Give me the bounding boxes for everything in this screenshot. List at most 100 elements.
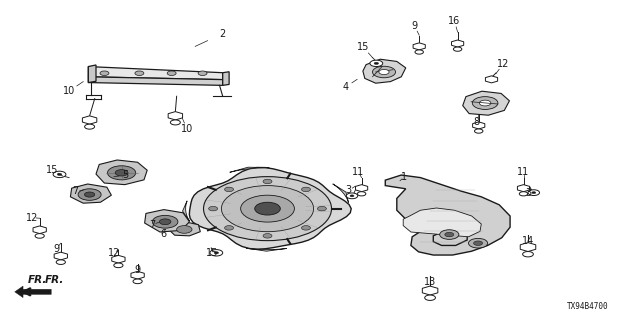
Circle shape [198,71,207,76]
Polygon shape [33,226,46,234]
Circle shape [346,193,358,199]
Circle shape [425,295,435,300]
Text: 9: 9 [134,265,141,276]
Circle shape [523,252,533,257]
Polygon shape [403,208,481,237]
Polygon shape [131,271,144,279]
Polygon shape [15,286,51,298]
Polygon shape [112,255,125,263]
Circle shape [159,219,171,225]
Text: 7: 7 [72,186,79,196]
Polygon shape [223,72,229,85]
Text: FR.: FR. [45,275,64,285]
Circle shape [468,238,488,248]
Circle shape [374,62,379,65]
Circle shape [170,120,180,125]
Circle shape [135,71,144,76]
Circle shape [225,226,234,230]
Circle shape [379,69,389,75]
Polygon shape [54,252,67,260]
Text: 12: 12 [26,212,38,223]
Circle shape [301,226,310,230]
Polygon shape [355,185,368,192]
Circle shape [152,215,178,228]
Text: 12: 12 [497,59,509,69]
Circle shape [209,206,218,211]
Circle shape [167,71,176,76]
Circle shape [263,179,272,184]
Text: 13: 13 [424,277,436,287]
Circle shape [53,171,66,178]
Polygon shape [246,248,287,251]
Text: 9: 9 [412,21,418,31]
Text: 4: 4 [342,82,349,92]
Circle shape [114,263,123,268]
Circle shape [372,66,396,78]
Circle shape [474,129,483,133]
Text: 5: 5 [122,170,129,180]
Polygon shape [451,40,464,47]
Circle shape [350,195,354,197]
Circle shape [58,173,61,175]
Circle shape [445,232,454,237]
Polygon shape [88,67,223,80]
Circle shape [532,192,536,194]
Circle shape [133,279,142,284]
Circle shape [214,252,219,254]
Polygon shape [88,65,96,83]
Text: 11: 11 [352,167,365,177]
Circle shape [177,226,192,233]
Polygon shape [189,167,351,249]
Text: TX94B4700: TX94B4700 [566,302,609,311]
Circle shape [415,50,424,54]
Text: 8: 8 [474,117,480,127]
Text: 9: 9 [53,244,60,254]
Polygon shape [363,59,406,83]
Circle shape [453,47,462,51]
Text: 15: 15 [206,248,219,259]
Polygon shape [472,122,485,129]
Circle shape [56,260,65,264]
Polygon shape [422,286,438,295]
Circle shape [301,187,310,192]
Polygon shape [517,185,530,192]
Text: 11: 11 [517,167,530,177]
Text: 3: 3 [346,185,352,196]
Circle shape [357,192,366,196]
Circle shape [263,234,272,238]
Polygon shape [145,210,189,232]
Circle shape [84,124,95,129]
Circle shape [255,202,280,215]
Circle shape [479,100,491,106]
Polygon shape [88,77,223,85]
Text: FR.: FR. [28,276,47,285]
Polygon shape [83,116,97,124]
Text: 10: 10 [180,124,193,134]
Text: 16: 16 [448,16,461,26]
Text: 10: 10 [63,86,76,96]
Text: 12: 12 [108,248,120,259]
Polygon shape [230,167,269,172]
Polygon shape [485,76,498,83]
Circle shape [115,170,128,176]
Text: 15: 15 [46,165,59,175]
Circle shape [241,195,294,222]
Text: 6: 6 [160,229,166,239]
Circle shape [204,177,332,241]
Polygon shape [182,201,189,221]
Circle shape [100,71,109,76]
Circle shape [225,187,234,192]
Circle shape [317,206,326,211]
Polygon shape [463,91,509,115]
Polygon shape [70,184,111,203]
Circle shape [519,192,528,196]
Circle shape [35,234,44,238]
Circle shape [210,250,223,256]
Text: 7: 7 [149,220,156,230]
Polygon shape [170,221,200,236]
Text: 15: 15 [357,42,370,52]
Circle shape [472,97,498,109]
Circle shape [84,192,95,197]
Polygon shape [413,43,426,50]
Circle shape [440,230,459,239]
